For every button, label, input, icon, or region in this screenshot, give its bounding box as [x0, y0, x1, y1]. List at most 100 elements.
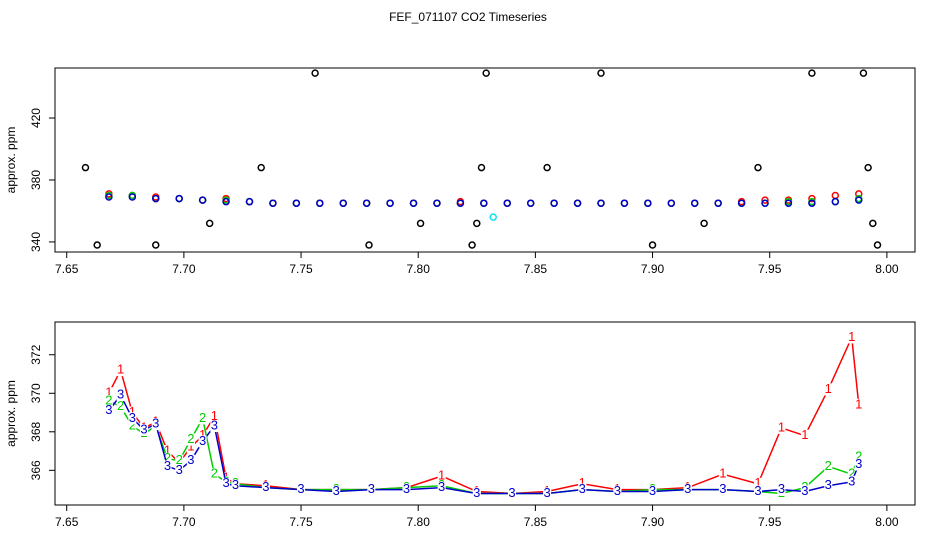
point-marker: 2	[105, 392, 112, 407]
marker-bg	[718, 468, 727, 481]
point-marker: 3	[176, 462, 183, 477]
point	[761, 199, 769, 207]
point-marker: 3	[117, 387, 124, 402]
marker-bg	[824, 383, 833, 396]
plot-frame	[54, 321, 916, 506]
marker-bg	[116, 389, 125, 402]
marker-bg	[116, 364, 125, 377]
marker-bg	[140, 423, 149, 436]
marker-bg	[543, 487, 552, 500]
point-marker: 3	[140, 421, 147, 436]
point	[81, 163, 90, 172]
marker-bg	[128, 412, 137, 425]
point	[859, 69, 868, 77]
point-marker: 3	[129, 410, 136, 425]
point	[489, 213, 497, 221]
point-marker: 1	[719, 466, 726, 481]
point-marker: 3	[719, 481, 726, 496]
marker-bg	[297, 483, 306, 496]
point	[597, 199, 605, 207]
point	[269, 199, 277, 207]
point	[873, 241, 882, 249]
point-marker: 3	[438, 479, 445, 494]
x-tick-label: 7.90	[641, 515, 665, 529]
marker-bg	[847, 468, 856, 481]
series-line	[108, 400, 860, 495]
point	[648, 241, 657, 249]
point-marker: 1	[778, 419, 785, 434]
point	[257, 163, 265, 172]
point-marker: 2	[825, 458, 832, 473]
marker-bg	[104, 387, 113, 400]
point	[152, 194, 160, 203]
x-tick-label: 7.75	[289, 515, 313, 529]
point	[597, 69, 605, 77]
x-tick-label: 7.80	[407, 262, 431, 276]
point	[482, 69, 490, 77]
point-marker: 3	[164, 458, 171, 473]
marker-bg	[824, 460, 833, 473]
marker-bg	[104, 394, 113, 407]
point	[784, 199, 793, 207]
point-marker: 1	[579, 475, 586, 490]
point	[869, 219, 877, 228]
marker-bg	[163, 452, 172, 465]
marker-bg	[613, 485, 622, 498]
marker-bg	[186, 433, 195, 446]
marker-bg	[777, 421, 786, 434]
marker-bg	[854, 398, 863, 411]
point	[620, 199, 629, 207]
point	[205, 219, 214, 228]
point	[550, 199, 558, 207]
point	[480, 199, 488, 207]
y-tick-label: 366	[29, 460, 43, 480]
point	[714, 199, 722, 207]
y-axis-label: approx. ppm	[4, 380, 18, 447]
point-marker: 2	[129, 417, 136, 432]
point-marker: 3	[333, 483, 340, 498]
point	[831, 197, 840, 206]
point	[386, 199, 394, 207]
point-marker: 1	[801, 427, 808, 442]
chart-title: FEF_071107 CO2 Timeseries	[389, 10, 547, 24]
marker-bg	[186, 454, 195, 467]
point-marker: 1	[825, 381, 832, 396]
point-marker: 3	[403, 481, 410, 496]
point	[667, 199, 676, 207]
point	[105, 193, 113, 201]
marker-bg	[175, 454, 184, 467]
y-tick-label: 368	[29, 421, 43, 441]
point	[292, 199, 301, 207]
marker-bg	[175, 464, 184, 477]
point-marker: 1	[855, 396, 862, 411]
x-tick-label: 7.95	[758, 262, 782, 276]
point	[198, 196, 207, 204]
marker-bg	[210, 468, 219, 481]
point-marker: 2	[117, 398, 124, 413]
point	[222, 197, 230, 206]
point	[316, 199, 324, 207]
point-marker: 3	[649, 483, 656, 498]
point-marker: 1	[164, 443, 171, 458]
point-marker: 1	[117, 362, 124, 377]
point-marker: 3	[801, 483, 808, 498]
x-tick-label: 7.90	[641, 262, 665, 276]
marker-bg	[231, 479, 240, 492]
point	[409, 199, 418, 207]
point	[855, 196, 863, 204]
marker-bg	[367, 483, 376, 496]
point-marker: 3	[211, 417, 218, 432]
point-marker: 3	[199, 433, 206, 448]
point-marker: 3	[222, 475, 229, 490]
point-marker: 3	[368, 481, 375, 496]
marker-bg	[210, 420, 219, 433]
point-marker: 1	[211, 408, 218, 423]
point	[543, 163, 551, 172]
marker-bg	[332, 485, 341, 498]
point-marker: 1	[438, 468, 445, 483]
point-marker: 2	[855, 448, 862, 463]
point-marker: 3	[508, 485, 515, 500]
plot-frame	[54, 67, 916, 253]
marker-bg	[507, 487, 516, 500]
marker-bg	[151, 418, 160, 431]
